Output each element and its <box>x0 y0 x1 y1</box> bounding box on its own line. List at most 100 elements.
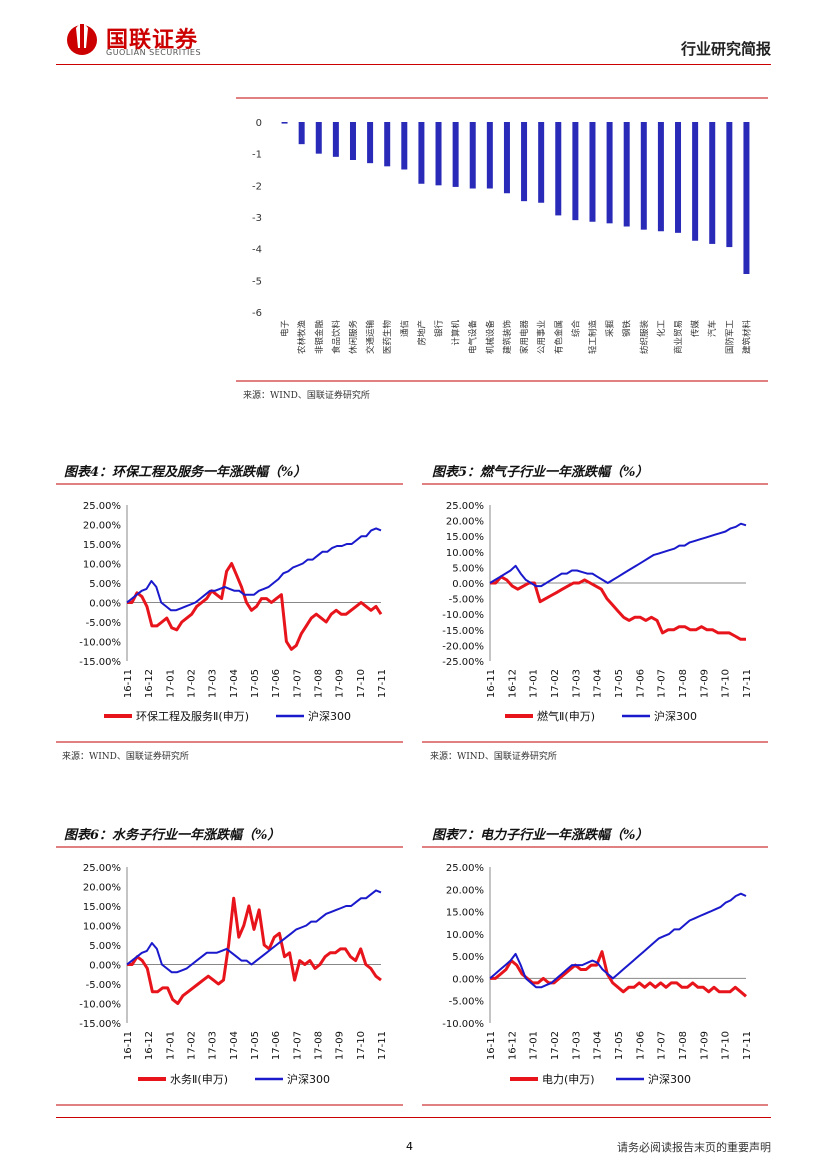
x-tick-label: 17-09 <box>335 669 346 698</box>
x-tick-label: 16-11 <box>486 669 497 698</box>
bar <box>709 122 716 244</box>
y-tick-label: 15.00% <box>446 908 484 919</box>
x-tick-label: 17-04 <box>593 1031 604 1060</box>
x-tick-label: 17-10 <box>721 669 732 698</box>
bar <box>332 122 339 157</box>
x-tick-label: 汽车 <box>707 320 718 337</box>
y-tick-label: -1 <box>252 150 262 161</box>
y-tick-label: -10.00% <box>442 1019 484 1030</box>
x-tick-label: 17-06 <box>635 1031 646 1060</box>
y-tick-label: -4 <box>252 245 262 256</box>
x-tick-label: 17-02 <box>550 1031 561 1060</box>
x-tick-label: 17-05 <box>250 1031 261 1060</box>
figure-5-source: 来源：WIND、国联证券研究所 <box>430 752 557 762</box>
x-tick-label: 17-05 <box>250 669 261 698</box>
x-tick-label: 17-06 <box>271 1031 282 1060</box>
y-tick-label: -6 <box>252 308 262 319</box>
x-tick-label: 17-11 <box>742 1031 753 1060</box>
bar <box>675 122 682 233</box>
series-line <box>490 575 746 641</box>
x-tick-label: 17-06 <box>635 669 646 698</box>
legend-label: 沪深300 <box>654 709 697 723</box>
x-tick-label: 17-09 <box>335 1031 346 1060</box>
legend-label: 水务Ⅱ(申万) <box>170 1073 228 1086</box>
bar <box>640 122 647 230</box>
x-tick-label: 17-02 <box>550 669 561 698</box>
figure-7-title: 图表7：电力子行业一年涨跌幅（%） <box>432 828 649 843</box>
x-tick-label: 化工 <box>656 320 667 338</box>
bar <box>692 122 699 241</box>
figure-5-title: 图表5：燃气子行业一年涨跌幅（%） <box>432 465 649 480</box>
y-tick-label: -10.00% <box>79 638 121 649</box>
y-tick-label: 5.00% <box>452 952 484 963</box>
figure-4-source: 来源：WIND、国联证券研究所 <box>62 752 189 762</box>
x-tick-label: 房地产 <box>416 320 427 346</box>
series-line <box>490 950 747 998</box>
x-tick-label: 17-07 <box>292 669 303 698</box>
footer-divider <box>56 1117 771 1118</box>
bar <box>572 122 579 221</box>
series-line <box>127 896 382 1005</box>
bar <box>315 122 322 154</box>
logo-en: GUOLIAN SECURITIES <box>106 48 202 57</box>
x-tick-label: 17-11 <box>742 669 753 698</box>
x-tick-label: 17-09 <box>699 1031 710 1060</box>
x-tick-label: 17-01 <box>529 669 540 698</box>
y-tick-label: -5 <box>252 276 262 287</box>
y-tick-label: 15.00% <box>446 532 484 543</box>
x-tick-label: 17-02 <box>187 1031 198 1060</box>
bar <box>349 122 356 160</box>
y-tick-label: 10.00% <box>83 922 121 933</box>
y-tick-label: 20.00% <box>446 517 484 528</box>
y-tick-label: -25.00% <box>442 657 484 668</box>
x-tick-label: 国防军工 <box>724 320 735 355</box>
x-tick-label: 轻工制造 <box>587 320 598 355</box>
x-tick-label: 交通运输 <box>365 320 376 355</box>
bar <box>521 122 528 202</box>
bar <box>555 122 562 216</box>
y-tick-label: -5.00% <box>86 980 121 991</box>
x-tick-label: 17-08 <box>314 669 325 698</box>
top-chart-source: 来源：WIND、国联证券研究所 <box>243 391 370 401</box>
bar <box>452 122 459 187</box>
x-tick-label: 公用事业 <box>536 320 547 354</box>
x-tick-label: 有色金属 <box>553 320 564 354</box>
x-tick-label: 17-03 <box>571 669 582 698</box>
logo-cn: 国联证券 <box>106 28 199 53</box>
y-tick-label: 20.00% <box>83 883 121 894</box>
legend-label: 环保工程及服务Ⅱ(申万) <box>136 709 249 723</box>
y-tick-label: 10.00% <box>83 560 121 571</box>
x-tick-label: 17-02 <box>187 669 198 698</box>
bar <box>486 122 493 189</box>
y-tick-label: -3 <box>252 213 262 224</box>
y-tick-label: 0.00% <box>452 974 484 985</box>
legend-label: 沪深300 <box>287 1072 330 1086</box>
x-tick-label: 17-04 <box>593 669 604 698</box>
x-tick-label: 17-01 <box>165 669 176 698</box>
x-tick-label: 休闲服务 <box>348 320 359 355</box>
bar <box>418 122 425 184</box>
x-tick-label: 17-05 <box>614 669 625 698</box>
x-tick-label: 医药生物 <box>382 320 393 355</box>
x-tick-label: 机械设备 <box>485 320 496 355</box>
footer-disclaimer: 请务必阅读报告末页的重要声明 <box>617 1141 771 1154</box>
x-tick-label: 纺织服装 <box>639 320 650 355</box>
y-tick-label: 5.00% <box>89 579 121 590</box>
x-tick-label: 17-03 <box>571 1031 582 1060</box>
x-tick-label: 17-01 <box>529 1031 540 1060</box>
figure-4-title: 图表4：环保工程及服务一年涨跌幅（%） <box>64 465 307 480</box>
header-divider <box>56 64 771 65</box>
bar <box>469 122 476 189</box>
x-tick-label: 农林牧渔 <box>297 320 308 355</box>
report-type-title: 行业研究简报 <box>680 40 771 58</box>
bar <box>298 122 305 145</box>
x-tick-label: 传媒 <box>690 320 701 338</box>
y-tick-label: -5.00% <box>449 595 484 606</box>
y-tick-label: -10.00% <box>442 610 484 621</box>
y-tick-label: 25.00% <box>83 501 121 512</box>
y-tick-label: -15.00% <box>442 626 484 637</box>
x-tick-label: 建筑材料 <box>741 320 752 355</box>
x-tick-label: 17-10 <box>356 1031 367 1060</box>
x-tick-label: 17-08 <box>678 669 689 698</box>
